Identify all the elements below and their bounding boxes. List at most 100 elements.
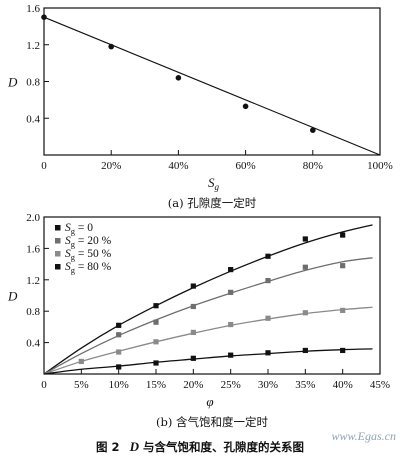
panel-b-series-2-point (153, 319, 159, 325)
panel-b-points (78, 232, 346, 370)
panel-a-data-point (108, 43, 114, 50)
panel-b-legend-symbol: S (65, 248, 71, 260)
panel-b-legend-label-1: Sg = 0 (65, 222, 93, 236)
panel-b-y-tick-label: 0.4 (26, 338, 40, 350)
panel-b-x-tick-label: 10% (109, 379, 129, 391)
panel-a-frame (43, 7, 381, 156)
panel-b-series-2-point (302, 264, 308, 270)
panel-b-legend-label-3: Sg = 50 % (65, 248, 112, 262)
panel-b-legend-value: = 80 % (75, 261, 112, 273)
panel-b-legend-symbol: S (65, 222, 71, 234)
panel-b-legend-symbol: S (65, 261, 71, 273)
panel-a-fit-line (43, 16, 381, 156)
panel-b-series-3-point (116, 349, 122, 355)
panel-b-y-ticks: 0.4 0.8 1.2 1.6 2.0 (26, 212, 49, 350)
panel-b-legend-subscript: g (71, 252, 76, 262)
panel-a-x-axis-label-sub: g (215, 182, 220, 192)
panel-b-series-4-curve (43, 348, 373, 375)
panel-b-series-1-point (340, 232, 346, 238)
panel-a-y-tick-label: 1.2 (26, 40, 40, 52)
panel-b-x-tick-label: 45% (370, 379, 390, 391)
panel-b-x-tick-label: 15% (146, 379, 166, 391)
panel-a-y-tick-label: 0.4 (26, 113, 40, 125)
panel-b-legend-value: = 20 % (75, 235, 112, 247)
panel-b-legend-label-4: Sg = 80 % (65, 261, 112, 275)
panel-a: 0.4 0.8 1.2 1.6 0 20% 40% 60% 80% 100% D Sg (a) … (7, 3, 393, 210)
panel-b-series-3-curve (43, 306, 373, 375)
panel-b-x-tick-label: 20% (183, 379, 203, 391)
panel-b-x-ticks: 0 5% 10% 15% 20% 25% 30% 35% 40% 45% (41, 369, 390, 391)
panel-b-x-tick-label: 5% (74, 379, 89, 391)
panel-b-legend-subscript: g (71, 265, 76, 275)
panel-b-x-tick-label: 35% (295, 379, 315, 391)
panel-b-legend-marker-2 (55, 238, 61, 244)
panel-b-series-1-point (116, 322, 122, 328)
panel-a-data-point (41, 14, 47, 20)
panel-b-series-3-point (340, 307, 346, 314)
panel-b-legend-marker-1 (55, 225, 61, 231)
panel-b-series-1-curve (43, 224, 373, 375)
panel-b-series-4-point (265, 350, 271, 356)
panel-b-series-4-point (228, 352, 234, 358)
panel-b-series-1-point (190, 283, 196, 289)
panel-b-series-3-point (302, 310, 308, 316)
panel-a-data-point (310, 127, 316, 133)
panel-b-series-2-point (116, 332, 122, 338)
figure-caption: 图 2 D 与含气饱和度、孔隙度的关系图 (96, 439, 304, 454)
panel-b-x-tick-label: 40% (333, 379, 353, 391)
panel-a-x-axis-label: Sg (208, 175, 220, 192)
panel-b-legend-marker-4 (55, 264, 61, 270)
panel-b-x-tick-label: 25% (221, 379, 241, 391)
panel-b-series-1-point (302, 236, 308, 242)
panel-a-x-tick-label: 80% (303, 160, 323, 172)
panel-b-series-1-point (153, 303, 159, 309)
panel-b-legend-symbol: S (65, 235, 71, 247)
figure-caption-text: 与含气饱和度、孔隙度的关系图 (143, 440, 304, 454)
panel-b-legend-value: = 50 % (75, 248, 112, 260)
panel-b-legend-marker-3 (55, 251, 61, 257)
panel-b-series-1-point (265, 253, 271, 259)
panel-a-y-tick-label: 0.8 (26, 77, 40, 89)
panel-b-series-4-point (153, 360, 159, 366)
panel-a-data-point (175, 75, 182, 81)
watermark: www.Egas.cn (332, 429, 396, 443)
panel-b-series-4-point (340, 347, 346, 354)
panel-b-series-3-point (78, 358, 84, 365)
panel-b-series-2-curve (43, 257, 373, 375)
panel-a-x-tick-label: 60% (236, 160, 256, 172)
panel-a-x-axis-label-main: S (208, 175, 215, 190)
panel-b-series-3-point (153, 339, 159, 345)
panel-a-y-ticks: 0.4 0.8 1.2 1.6 (26, 3, 49, 125)
panel-a-y-axis-label: D (7, 75, 18, 90)
figure-caption-symbol: D (129, 439, 140, 454)
panel-b-series-4-point (302, 347, 308, 354)
panel-a-caption: (a) 孔隙度一定时 (168, 196, 257, 210)
panel-a-points (41, 14, 316, 133)
panel-b-series-3-point (265, 315, 271, 321)
panel-b-legend-value: = 0 (75, 222, 93, 234)
figure-caption-prefix: 图 2 (96, 440, 120, 454)
panel-b-series-3-point (190, 329, 196, 335)
panel-a-x-tick-label: 100% (367, 160, 393, 172)
panel-a-y-tick-label: 1.6 (26, 3, 40, 15)
panel-b-curves (43, 224, 373, 375)
panel-a-x-ticks: 0 20% 40% 60% 80% 100% (41, 150, 393, 172)
panel-b-series-1-point (228, 266, 234, 273)
panel-b-series-2-point (228, 289, 234, 295)
panel-b: 0.4 0.8 1.2 1.6 2.0 0 5% 10% 15% 20% 25% 30% 35% 40%… (7, 212, 390, 429)
panel-a-x-tick-label: 0 (41, 160, 47, 172)
panel-a-x-tick-label: 20% (101, 160, 121, 172)
panel-b-series-2-point (340, 263, 346, 269)
panel-b-legend-label-2: Sg = 20 % (65, 235, 112, 249)
panel-b-y-tick-label: 1.6 (26, 243, 40, 255)
panel-b-frame (43, 216, 381, 375)
panel-b-x-tick-label: 30% (258, 379, 278, 391)
panel-b-legend-subscript: g (71, 239, 76, 249)
panel-b-legend-subscript: g (71, 226, 76, 236)
panel-b-y-tick-label: 0.8 (26, 306, 40, 318)
panel-b-series-2-point (265, 277, 271, 284)
panel-a-data-point (242, 103, 249, 110)
panel-b-legend: Sg = 0Sg = 20 %Sg = 50 %Sg = 80 % (55, 222, 112, 275)
panel-b-y-tick-label: 2.0 (26, 212, 40, 224)
